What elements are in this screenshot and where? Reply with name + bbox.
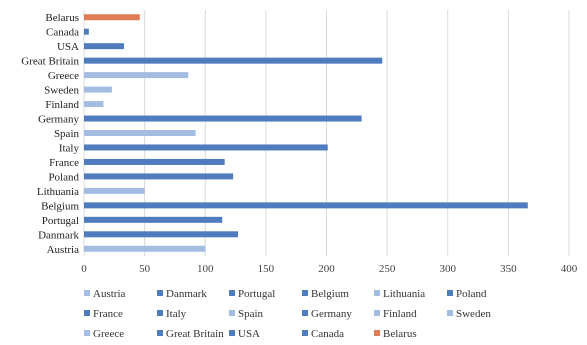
legend-swatch: [84, 310, 90, 316]
legend-label: Austria: [93, 288, 126, 300]
legend-label: Canada: [311, 328, 344, 340]
legend-swatch: [157, 290, 163, 296]
x-tick-label: 350: [500, 263, 517, 275]
bar-austria: [84, 245, 206, 252]
category-label: Germany: [38, 114, 79, 126]
legend-swatch: [447, 310, 453, 316]
legend-label: Spain: [238, 308, 264, 320]
legend-label: Greece: [93, 328, 124, 340]
category-label: Belgium: [41, 200, 79, 212]
x-tick-label: 400: [561, 263, 578, 275]
category-label: Finland: [45, 99, 79, 111]
legend-swatch: [229, 290, 235, 296]
grid-lines: [83, 10, 570, 256]
category-label: Great Britain: [21, 56, 79, 68]
legend-swatch: [302, 330, 308, 336]
x-tick-label: 250: [379, 263, 396, 275]
legend-swatch: [84, 330, 90, 336]
x-tick-labels: 0 50 100 150 200 250 300 350 400: [81, 263, 578, 275]
x-tick-label: 300: [440, 263, 457, 275]
bar-portugal: [84, 216, 223, 223]
legend-swatch: [374, 290, 380, 296]
legend-swatch: [374, 330, 380, 336]
bar-great-britain: [84, 57, 383, 64]
bar-italy: [84, 144, 328, 151]
category-label: Spain: [54, 128, 80, 140]
x-tick-label: 0: [81, 263, 87, 275]
legend-label: Danmark: [166, 288, 207, 300]
category-label: Canada: [46, 27, 79, 39]
legend-swatch: [374, 310, 380, 316]
legend-swatch: [447, 290, 453, 296]
legend-label: Italy: [166, 308, 187, 320]
category-label: Lithuania: [37, 186, 79, 198]
bar-sweden: [84, 86, 112, 93]
category-label: Danmark: [38, 229, 79, 241]
legend-swatch: [229, 330, 235, 336]
bar-poland: [84, 173, 234, 180]
legend: Austria Danmark Portugal Belgium Lithuania Po…: [84, 288, 491, 340]
bar-greece: [84, 72, 189, 79]
legend-swatch: [157, 310, 163, 316]
legend-label: Portugal: [238, 288, 275, 300]
bar-france: [84, 158, 225, 165]
category-label: Belarus: [45, 12, 79, 24]
x-tick-label: 200: [318, 263, 335, 275]
category-label: USA: [57, 41, 79, 53]
legend-label: USA: [238, 328, 260, 340]
bar-belarus: [84, 14, 140, 21]
x-tick-label: 150: [258, 263, 275, 275]
category-label: Italy: [59, 142, 80, 154]
legend-swatch: [84, 290, 90, 296]
category-label: France: [49, 157, 79, 169]
legend-label: Sweden: [456, 308, 491, 320]
x-tick-label: 100: [197, 263, 214, 275]
legend-swatch: [302, 290, 308, 296]
legend-swatch: [229, 310, 235, 316]
bar-lithuania: [84, 187, 145, 194]
legend-label: Belgium: [311, 288, 349, 300]
legend-label: Lithuania: [383, 288, 425, 300]
bar-canada: [84, 28, 89, 35]
category-label: Austria: [47, 244, 80, 256]
legend-swatch: [302, 310, 308, 316]
legend-label: Belarus: [383, 328, 417, 340]
bar-danmark: [84, 231, 238, 238]
category-label: Sweden: [44, 85, 79, 97]
bar-spain: [84, 130, 196, 136]
x-tick-label: 50: [139, 263, 151, 275]
legend-label: Germany: [311, 308, 352, 320]
category-label: Portugal: [42, 215, 79, 227]
bars: [84, 14, 528, 252]
legend-label: Poland: [456, 288, 487, 300]
legend-swatch: [157, 330, 163, 336]
legend-label: Great Britain: [166, 328, 224, 340]
bar-germany: [84, 115, 362, 122]
category-label: Poland: [48, 171, 79, 183]
category-labels: Austria Danmark Portugal Belgium Lithuania Po…: [21, 12, 79, 256]
category-label: Greece: [48, 70, 79, 82]
legend-label: France: [93, 308, 123, 320]
bar-finland: [84, 101, 104, 108]
legend-label: Finland: [383, 308, 417, 320]
bar-usa: [84, 43, 125, 50]
bar-belgium: [84, 202, 528, 209]
